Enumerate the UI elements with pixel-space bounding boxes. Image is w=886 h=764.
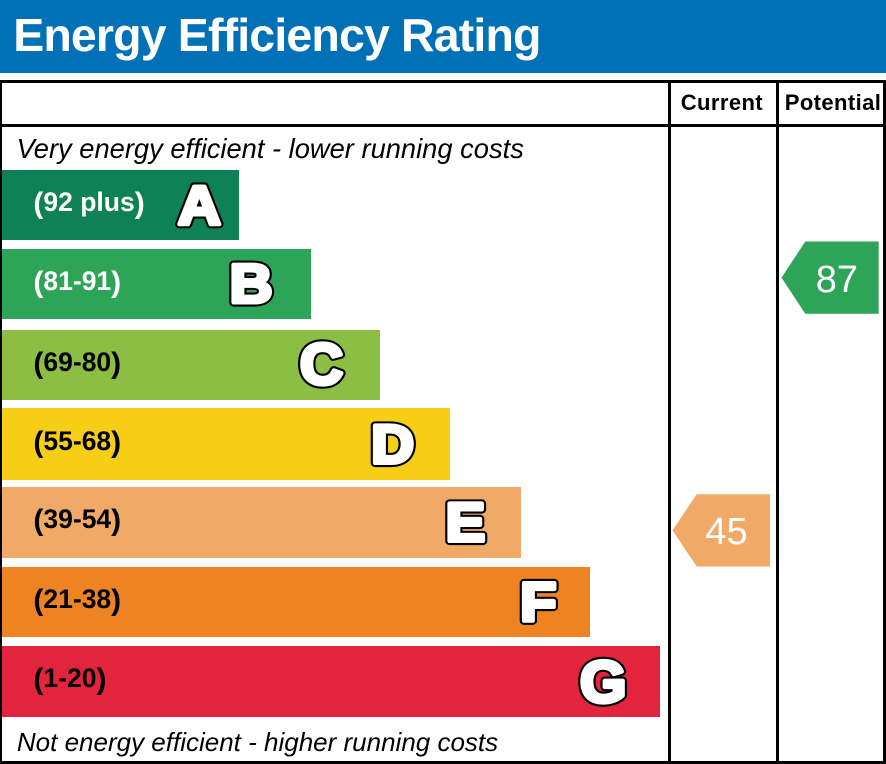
- svg-text:C: C: [300, 333, 343, 397]
- svg-text:E: E: [446, 492, 486, 554]
- svg-text:G: G: [580, 651, 626, 715]
- svg-text:A: A: [178, 175, 221, 237]
- svg-text:D: D: [371, 414, 414, 476]
- svg-text:C: C: [300, 333, 343, 397]
- svg-text:87: 87: [816, 259, 858, 301]
- svg-text:E: E: [446, 492, 486, 554]
- svg-text:45: 45: [705, 511, 747, 553]
- svg-text:D: D: [371, 414, 414, 476]
- svg-text:G: G: [580, 651, 626, 715]
- svg-text:B: B: [230, 253, 273, 315]
- svg-text:B: B: [230, 253, 273, 315]
- svg-text:F: F: [520, 572, 556, 634]
- svg-text:F: F: [520, 572, 556, 634]
- svg-text:A: A: [178, 175, 221, 237]
